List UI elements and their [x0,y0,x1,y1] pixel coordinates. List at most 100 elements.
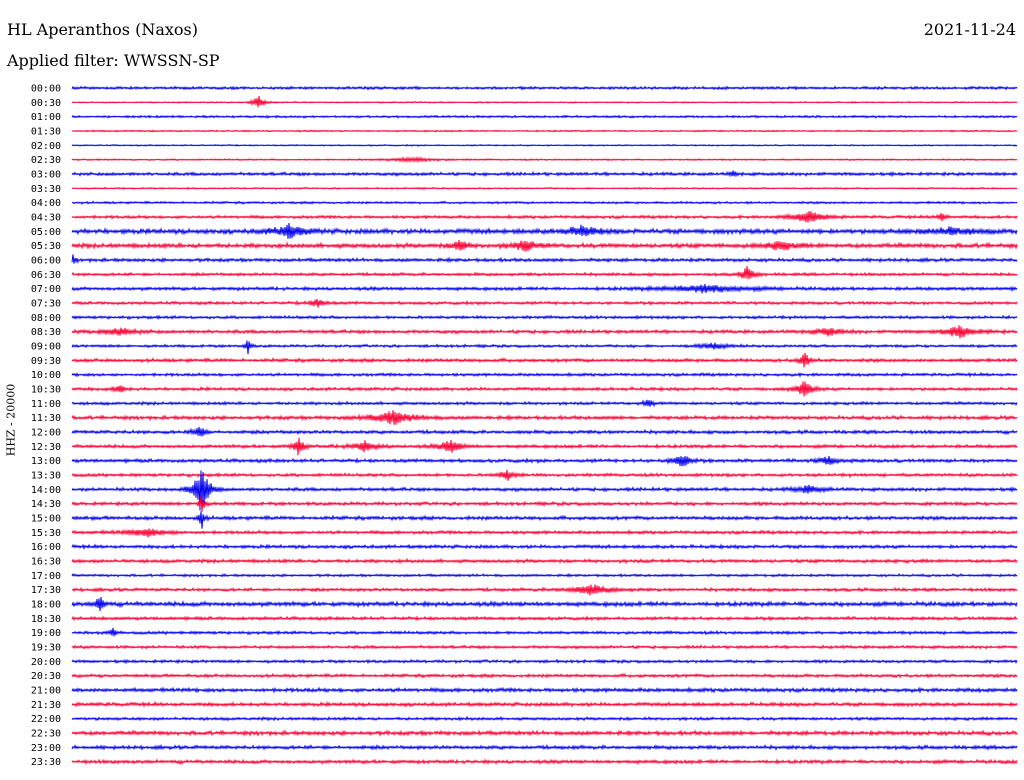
trace-row [71,700,1018,709]
trace-row [71,325,1018,339]
trace-row [71,597,1018,612]
row-time-label: 02:30 [31,155,61,166]
row-time-label: 21:30 [31,700,61,711]
row-time-label: 21:00 [31,686,61,697]
trace-row [71,511,1018,529]
trace-row [71,155,1018,164]
row-time-label: 07:30 [31,299,61,310]
trace-row [71,399,1018,408]
trace-row [71,143,1018,147]
row-time-label: 04:30 [31,213,61,224]
row-time-label: 13:30 [31,471,61,482]
row-time-label: 20:00 [31,657,61,668]
trace-row [71,186,1018,191]
trace-row [71,686,1018,694]
row-time-label: 13:00 [31,456,61,467]
trace-row [71,410,1018,425]
row-time-label: 15:00 [31,514,61,525]
row-time-label: 18:00 [31,600,61,611]
row-time-label: 07:00 [31,284,61,295]
trace-row [71,426,1018,437]
row-time-label: 10:00 [31,370,61,381]
row-time-label: 16:30 [31,557,61,568]
trace-row [71,644,1018,650]
row-time-label: 11:30 [31,413,61,424]
row-time-label: 18:30 [31,614,61,625]
row-time-label: 12:30 [31,442,61,453]
row-time-label: 06:00 [31,256,61,267]
record-date: 2021-11-24 [923,20,1016,39]
row-time-label: 11:00 [31,399,61,410]
row-time-label: 02:00 [31,141,61,152]
trace-row [71,371,1018,378]
trace-row [71,222,1018,239]
row-time-label: 05:00 [31,227,61,238]
trace-row [71,129,1018,133]
trace-row [71,254,1018,264]
trace-row [71,114,1018,120]
row-time-label: 22:30 [31,729,61,740]
trace-row [71,298,1018,308]
trace-row [71,340,1018,355]
trace-row [71,672,1018,679]
trace-row [71,314,1018,321]
row-time-label: 09:30 [31,356,61,367]
trace-row [71,615,1018,622]
row-time-label: 22:00 [31,714,61,725]
trace-row [71,455,1018,467]
trace-row [71,95,1018,108]
trace-row [71,572,1018,578]
trace-row [71,352,1018,368]
row-time-label: 06:30 [31,270,61,281]
row-time-label: 08:30 [31,327,61,338]
trace-row [71,266,1018,280]
filter-label: Applied filter: WWSSN-SP [7,51,220,70]
row-time-label: 12:00 [31,428,61,439]
row-time-label: 17:00 [31,571,61,582]
trace-row [71,470,1018,511]
row-time-label: 00:00 [31,84,61,95]
row-time-label: 10:30 [31,385,61,396]
trace-row [71,743,1018,751]
row-time-label: 14:30 [31,499,61,510]
row-time-label: 08:00 [31,313,61,324]
row-time-label: 01:00 [31,112,61,123]
trace-row [71,658,1018,665]
trace-row [71,240,1018,252]
station-title: HL Aperanthos (Naxos) [7,20,198,39]
trace-row [71,557,1018,565]
trace-row [71,543,1018,551]
trace-row [71,495,1018,512]
trace-row [71,627,1018,637]
trace-row [71,381,1018,397]
row-time-label: 20:30 [31,671,61,682]
trace-row [71,85,1018,91]
row-time-label: 05:30 [31,241,61,252]
trace-row [71,469,1018,481]
row-time-label: 01:30 [31,127,61,138]
row-time-label: 03:00 [31,170,61,181]
row-time-label: 19:30 [31,643,61,654]
row-time-label: 17:30 [31,585,61,596]
trace-row [71,211,1018,223]
trace-row [71,528,1018,538]
trace-row [71,729,1018,738]
trace-row [71,437,1018,456]
row-time-label: 16:00 [31,542,61,553]
row-time-label: 14:00 [31,485,61,496]
row-time-label: 03:30 [31,184,61,195]
trace-row [71,170,1018,178]
row-time-label: 23:30 [31,757,61,768]
trace-row [71,584,1018,596]
row-time-label: 19:00 [31,628,61,639]
row-time-label: 09:00 [31,342,61,353]
trace-row [71,715,1018,722]
trace-row [71,200,1018,205]
row-time-label: 00:30 [31,98,61,109]
trace-row [71,283,1018,294]
row-time-label: 15:30 [31,528,61,539]
row-time-label: 23:00 [31,743,61,754]
row-time-label: 04:00 [31,198,61,209]
trace-row [71,758,1018,766]
